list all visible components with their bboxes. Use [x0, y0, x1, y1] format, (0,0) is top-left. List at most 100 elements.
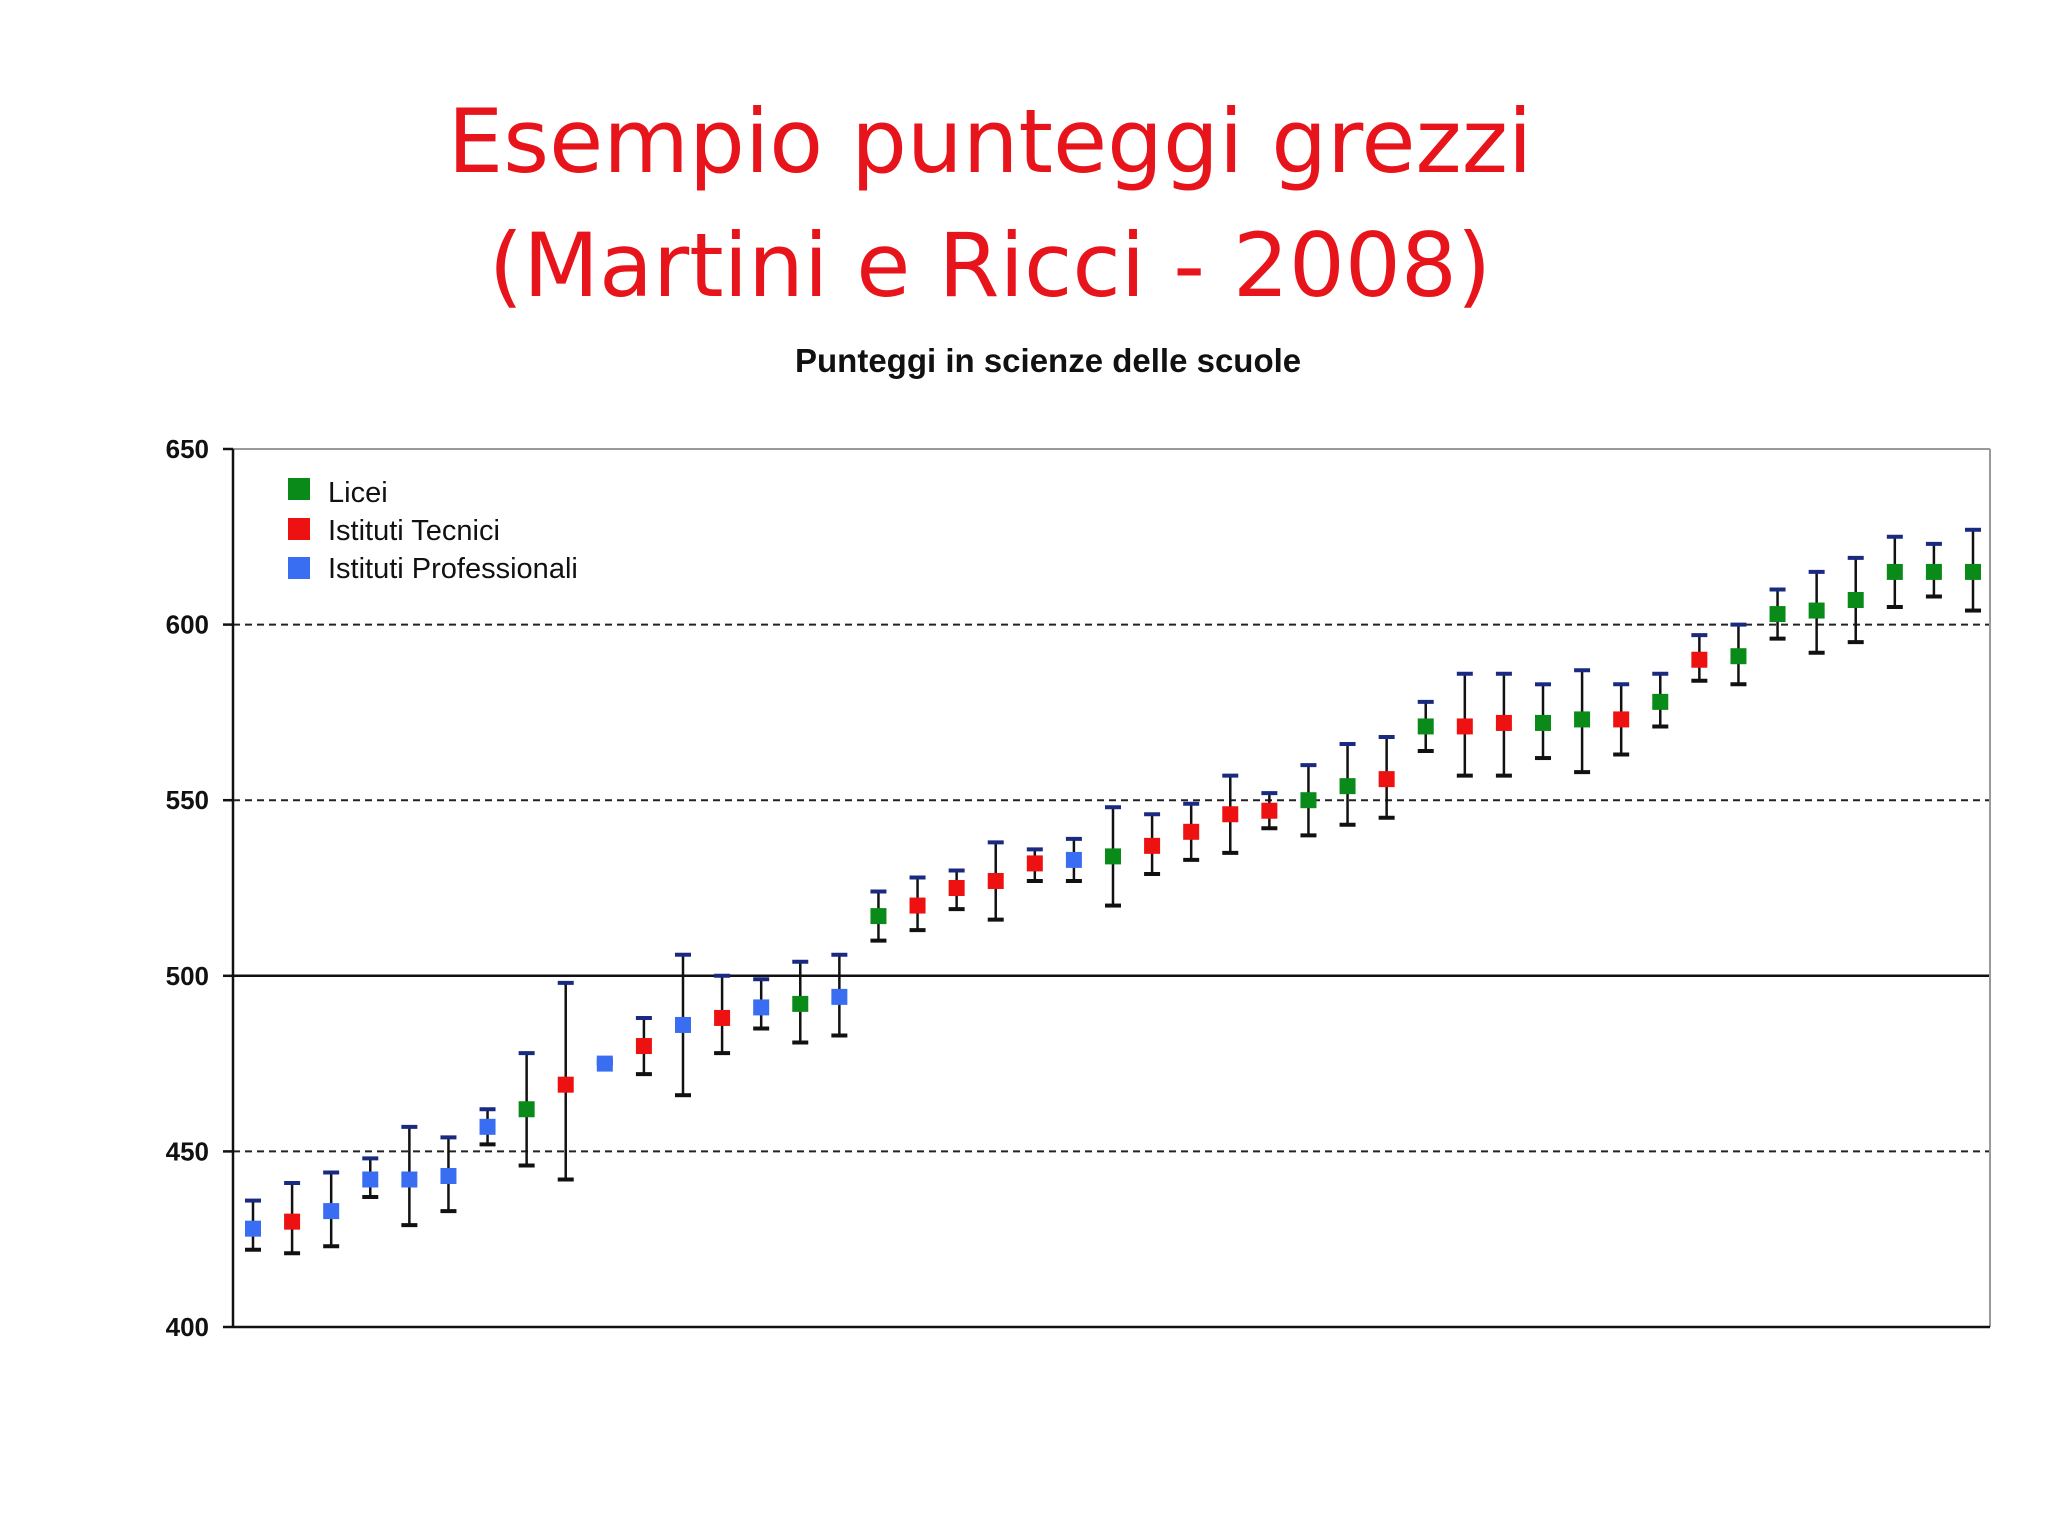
marker-square — [675, 1016, 691, 1033]
y-tick-label-550: 550 — [166, 785, 209, 815]
marker-square — [1300, 792, 1317, 809]
marker-square — [1691, 651, 1708, 668]
marker-square — [1730, 648, 1747, 665]
school-point-29 — [1339, 742, 1356, 827]
marker-square — [1222, 806, 1239, 823]
grid-lines — [233, 623, 1990, 1153]
legend-label-licei: Licei — [328, 477, 388, 509]
marker-square — [1144, 837, 1161, 854]
school-point-38 — [1691, 633, 1708, 683]
marker-square — [1886, 563, 1903, 580]
chart-title: Punteggi in scienze delle scuole — [795, 342, 1302, 379]
marker-square — [948, 880, 965, 896]
y-tick-label-600: 600 — [166, 610, 209, 640]
legend-swatch-licei — [288, 478, 310, 500]
marker-square — [1183, 823, 1200, 840]
marker-square — [1808, 602, 1825, 619]
legend: Licei Istituti Tecnici Istituti Professi… — [288, 477, 578, 585]
marker-square — [557, 1076, 574, 1093]
school-point-22 — [1065, 836, 1082, 883]
marker-square — [1065, 851, 1082, 868]
school-point-44 — [1925, 541, 1942, 599]
marker-square — [1652, 693, 1669, 710]
school-point-31 — [1417, 699, 1434, 754]
marker-square — [714, 1009, 731, 1026]
school-point-42 — [1847, 555, 1864, 645]
school-point-32 — [1456, 671, 1473, 778]
school-point-24 — [1144, 812, 1161, 876]
school-point-1 — [245, 1198, 261, 1252]
legend-swatch-istituti-tecnici — [288, 518, 310, 540]
marker-square — [596, 1055, 613, 1072]
marker-square — [1965, 563, 1981, 580]
school-point-17 — [870, 889, 887, 943]
school-point-2 — [284, 1181, 301, 1256]
school-point-28 — [1300, 763, 1317, 838]
school-point-40 — [1769, 587, 1786, 641]
axes: 400 450 500 550 600 650 — [166, 434, 1991, 1342]
school-point-14 — [753, 977, 770, 1031]
school-point-8 — [518, 1051, 535, 1168]
school-point-20 — [987, 840, 1004, 922]
school-point-21 — [1026, 847, 1043, 883]
data-points — [245, 527, 1981, 1256]
marker-square — [909, 897, 926, 914]
school-point-15 — [792, 959, 809, 1045]
school-point-18 — [909, 875, 926, 933]
marker-square — [1769, 606, 1786, 623]
school-point-34 — [1535, 682, 1551, 761]
marker-square — [479, 1118, 496, 1135]
y-tick-label-450: 450 — [166, 1136, 209, 1166]
y-tick-label-650: 650 — [166, 434, 209, 464]
marker-square — [1261, 802, 1278, 819]
marker-square — [1535, 714, 1551, 731]
marker-square — [831, 988, 848, 1005]
marker-square — [1026, 855, 1043, 872]
school-point-27 — [1261, 791, 1278, 831]
marker-square — [635, 1038, 652, 1055]
marker-square — [1378, 771, 1395, 788]
marker-square — [1105, 848, 1121, 865]
slide-title-line-1: Esempio punteggi grezzi — [447, 90, 1533, 193]
school-point-33 — [1495, 671, 1512, 778]
marker-square — [1495, 714, 1512, 731]
school-point-26 — [1222, 773, 1239, 855]
marker-square — [362, 1171, 379, 1188]
marker-square — [870, 908, 887, 925]
marker-square — [284, 1213, 301, 1230]
school-point-5 — [401, 1124, 418, 1228]
school-point-3 — [323, 1170, 340, 1249]
marker-square — [1847, 592, 1864, 609]
school-point-11 — [635, 1015, 652, 1077]
school-point-37 — [1652, 671, 1669, 729]
marker-square — [518, 1101, 535, 1118]
marker-square — [440, 1167, 457, 1184]
school-point-16 — [831, 952, 848, 1038]
school-point-43 — [1886, 534, 1903, 610]
school-point-19 — [948, 868, 965, 912]
school-point-9 — [557, 980, 574, 1182]
marker-square — [753, 999, 770, 1016]
legend-label-istituti-tecnici: Istituti Tecnici — [328, 515, 500, 547]
marker-square — [245, 1220, 261, 1237]
marker-square — [1574, 711, 1591, 728]
slide-title-line-2: (Martini e Ricci - 2008) — [488, 214, 1492, 317]
legend-swatch-istituti-professionali — [288, 557, 310, 579]
school-point-45 — [1965, 527, 1981, 613]
marker-square — [792, 995, 809, 1012]
marker-square — [1417, 718, 1434, 735]
school-point-7 — [479, 1107, 496, 1147]
marker-square — [1339, 778, 1356, 795]
school-point-10 — [596, 1055, 613, 1072]
school-point-35 — [1574, 668, 1591, 775]
y-tick-label-400: 400 — [166, 1312, 209, 1342]
marker-square — [987, 872, 1004, 889]
marker-square — [1613, 711, 1630, 728]
school-point-36 — [1613, 682, 1630, 757]
marker-square — [1456, 718, 1473, 735]
marker-square — [323, 1203, 340, 1220]
y-tick-label-500: 500 — [166, 961, 209, 991]
marker-square — [1925, 563, 1942, 580]
marker-square — [401, 1171, 418, 1188]
